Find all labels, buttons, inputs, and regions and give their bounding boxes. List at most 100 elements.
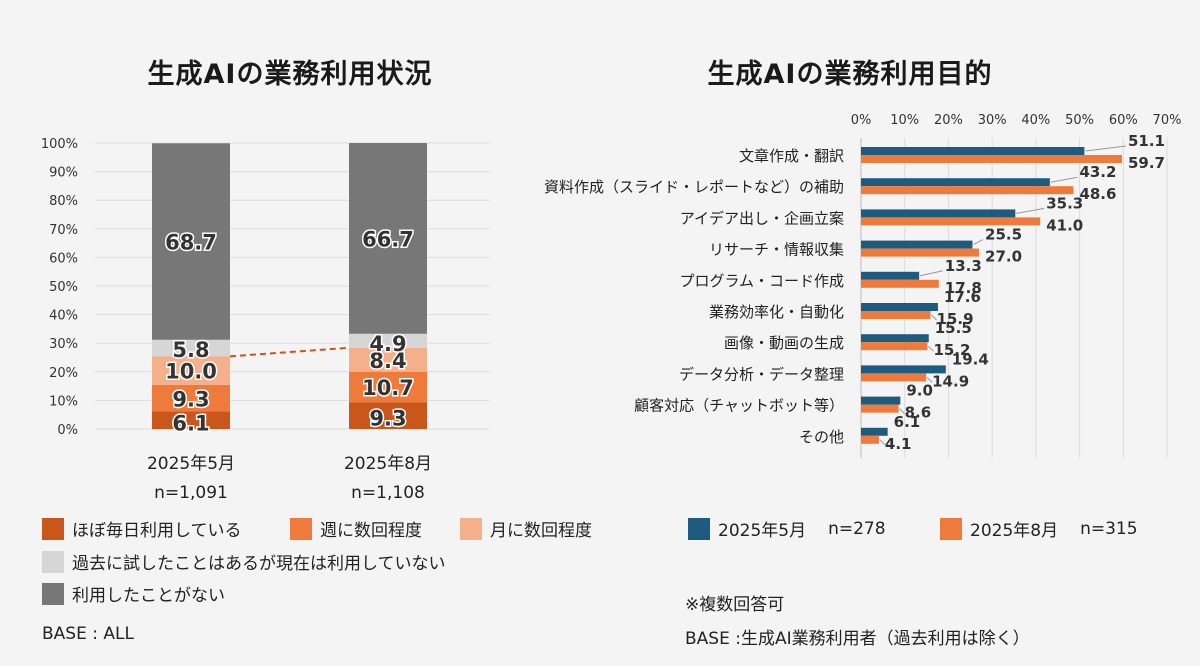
legend-swatch (42, 582, 64, 605)
y-tick-label: 80% (49, 194, 78, 209)
legend-swatch (42, 517, 64, 540)
data-label-aug: 15.2 (933, 341, 970, 359)
y-tick-label: 30% (49, 337, 78, 352)
category-label: 画像・動画の生成 (724, 334, 844, 352)
stacked-bar-segment (152, 384, 230, 412)
x-tick-label: 10% (890, 113, 919, 128)
legend-label: ほぼ毎日利用している (72, 521, 242, 541)
data-label: 4.9 (369, 332, 406, 356)
bar-aug (861, 311, 931, 319)
label-leader-line (928, 345, 934, 352)
label-leader-line (879, 439, 886, 446)
stacked-bar-segment (152, 143, 230, 340)
x-tick-label: 50% (1065, 113, 1094, 128)
data-label: 5.8 (172, 338, 209, 362)
legend-item-may: 2025年5月 n=278 (688, 516, 886, 541)
legend-swatch (688, 517, 710, 540)
legend-label: 2025年5月 (718, 521, 807, 541)
bar-aug (861, 279, 939, 288)
x-tick-label: 20% (934, 113, 963, 128)
legend-item-never: 利用したことがない (42, 581, 225, 606)
category-label: その他 (799, 428, 844, 446)
stacked-bar-segment (152, 339, 230, 357)
data-label-may: 9.0 (906, 382, 933, 400)
data-label-may: 51.1 (1128, 132, 1165, 150)
x-tick-label: 30% (978, 113, 1007, 128)
legend-label: 過去に試したことはあるが現在は利用していない (72, 554, 446, 574)
data-label-may: 43.2 (1079, 163, 1116, 181)
label-leader-line (973, 239, 984, 246)
left-chart-title: 生成AIの業務利用状況 (147, 59, 433, 90)
stacked-bar-segment (152, 356, 230, 385)
bar-aug (861, 404, 899, 413)
label-leader-line (1016, 207, 1045, 214)
y-tick-label: 0% (57, 423, 78, 438)
stacked-bar-segment (349, 371, 427, 403)
label-leader-line (920, 270, 943, 277)
bar-may (861, 365, 946, 374)
data-label: 66.7 (362, 227, 414, 251)
data-label: 68.7 (165, 231, 217, 255)
legend-swatch (940, 517, 962, 540)
data-label-aug: 17.8 (945, 279, 982, 297)
data-label-aug: 14.9 (932, 372, 969, 390)
data-label: 8.4 (369, 349, 406, 373)
data-label-aug: 15.9 (937, 310, 974, 328)
bar-may (861, 427, 888, 436)
trend-connector-line (229, 346, 350, 358)
data-label-may: 13.3 (945, 257, 982, 275)
data-label-aug: 41.0 (1046, 216, 1083, 234)
bar-may (861, 147, 1085, 155)
label-leader-line (931, 314, 937, 321)
stacked-bar-segment (349, 143, 427, 334)
category-label: データ分析・データ整理 (679, 365, 844, 383)
data-label-aug: 27.0 (985, 248, 1022, 266)
label-leader-line (1085, 145, 1127, 152)
bar-aug (861, 248, 980, 257)
data-label-aug: 4.1 (885, 435, 912, 453)
bar-may (861, 396, 901, 405)
y-tick-label: 100% (41, 137, 78, 152)
data-label-may: 19.4 (952, 350, 989, 368)
legend-item-weekly: 週に数回程度 (290, 516, 422, 541)
stacked-bar-segment (152, 411, 230, 429)
data-label-may: 17.6 (944, 288, 981, 306)
legend-swatch (460, 517, 482, 540)
data-label-may: 15.5 (935, 319, 972, 337)
data-label: 9.3 (172, 387, 209, 411)
legend-item-aug: 2025年8月 n=315 (940, 516, 1138, 541)
right-base-note: BASE :生成AI業務利用者（過去利用は除く） (685, 629, 1030, 649)
legend-label: 月に数回程度 (490, 521, 592, 541)
legend-item-past: 過去に試したことはあるが現在は利用していない (42, 549, 446, 574)
y-tick-label: 10% (49, 394, 78, 409)
data-label: 6.1 (172, 411, 209, 435)
bar-aug (861, 186, 1074, 195)
bar-may (861, 209, 1016, 218)
x-category-label: 2025年8月 (344, 454, 432, 474)
label-leader-line (1050, 176, 1078, 183)
bar-aug (861, 155, 1122, 163)
category-label: アイデア出し・企画立案 (680, 209, 844, 227)
legend-swatch (290, 517, 312, 540)
category-label: 文章作成・翻訳 (739, 147, 844, 165)
label-leader-line (899, 408, 905, 414)
bar-may (861, 303, 938, 311)
legend-label: 利用したことがない (72, 586, 225, 606)
category-label: 資料作成（スライド・レポートなど）の補助 (544, 178, 844, 196)
data-label: 10.0 (165, 360, 217, 384)
data-label-may: 35.3 (1046, 194, 1083, 212)
y-tick-label: 50% (49, 280, 78, 295)
legend-n: n=278 (828, 518, 886, 539)
data-label: 10.7 (362, 376, 414, 400)
bar-may (861, 240, 973, 249)
data-label: 9.3 (369, 407, 406, 431)
data-label-may: 6.1 (894, 413, 921, 431)
bar-aug (861, 342, 928, 351)
legend-swatch (42, 550, 64, 573)
x-tick-label: 40% (1021, 113, 1050, 128)
x-category-n: n=1,091 (154, 483, 228, 503)
bar-may (861, 271, 920, 280)
label-leader-line (926, 377, 933, 383)
data-label-aug: 8.6 (905, 404, 932, 422)
